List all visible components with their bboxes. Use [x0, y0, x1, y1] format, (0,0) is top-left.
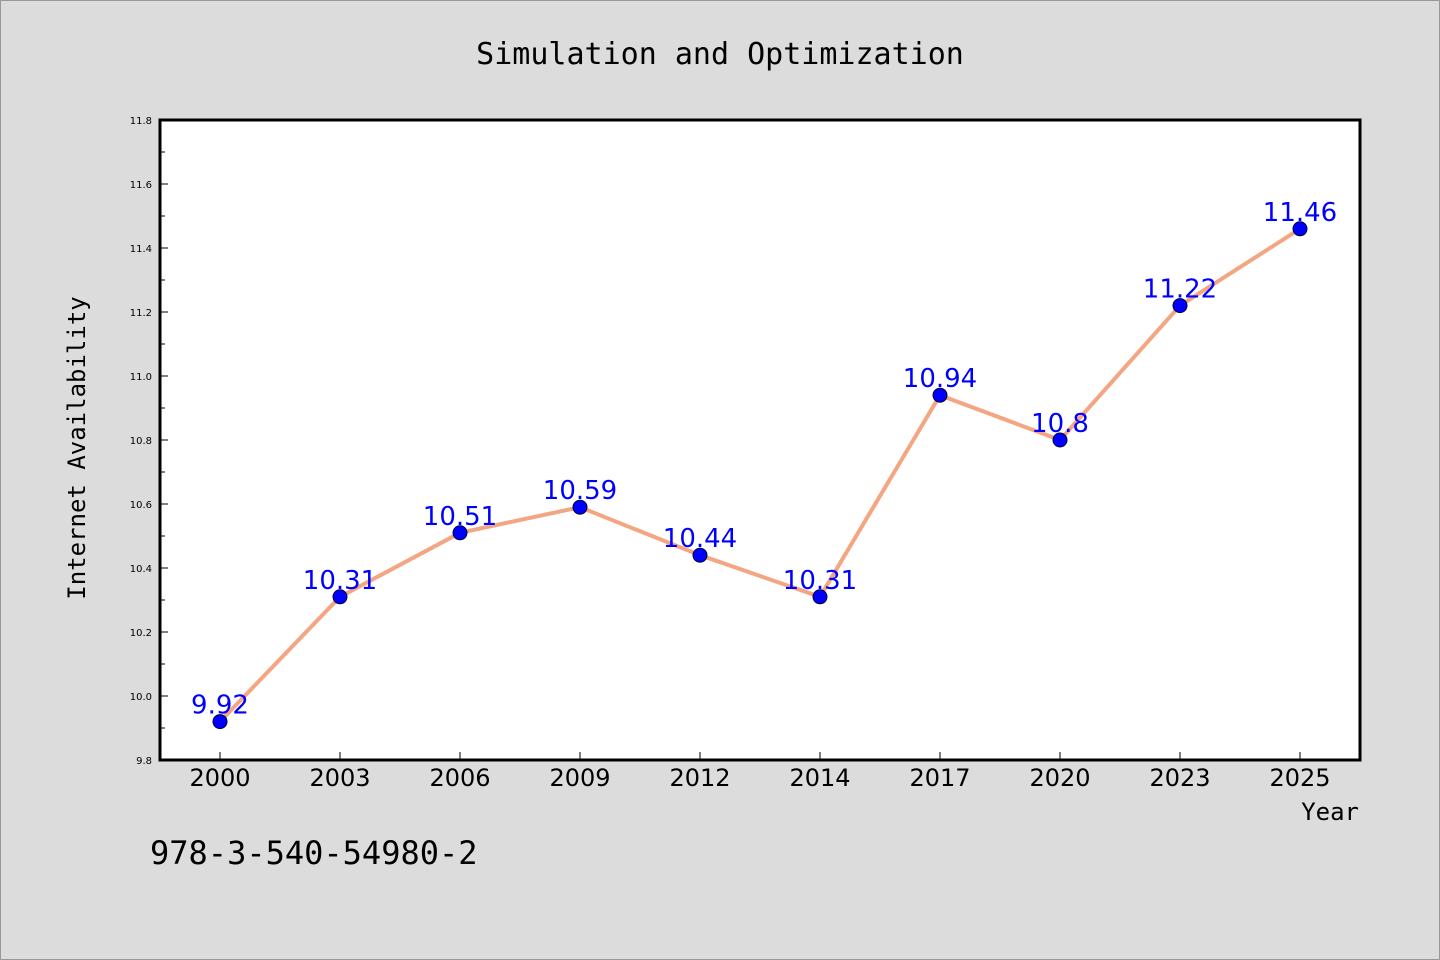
data-label: 10.51 [423, 502, 497, 532]
data-point [212, 714, 228, 730]
data-point [812, 589, 828, 605]
chart-title: Simulation and Optimization [476, 37, 964, 72]
data-point [332, 589, 348, 605]
series-layer: 9.92 10.31 10.51 10.59 10.44 10.31 10.94 10.8 11… [191, 198, 1337, 730]
data-label: 10.44 [663, 524, 737, 554]
y-tick-label: 11.2 [130, 308, 152, 319]
data-label: 10.8 [1031, 409, 1089, 439]
data-label: 10.31 [783, 566, 857, 596]
data-label: 10.94 [903, 364, 977, 394]
data-point [1052, 432, 1068, 448]
data-label: 10.59 [543, 476, 617, 506]
y-axis-label: Internet Availability [63, 296, 91, 599]
y-tick-label: 10.2 [130, 628, 152, 639]
x-tick-label: 2003 [309, 764, 370, 792]
x-tick-label: 2017 [909, 764, 970, 792]
y-tick-label: 11.0 [130, 372, 152, 383]
x-tick-label: 2006 [429, 764, 490, 792]
y-tick-label: 10.8 [130, 436, 152, 447]
x-tick-label: 2023 [1149, 764, 1210, 792]
x-axis: 2000 2003 2006 2009 2012 2014 2017 2020 2023 2025 [189, 752, 1331, 792]
y-tick-label: 11.8 [130, 116, 152, 127]
data-label: 9.92 [191, 691, 249, 721]
y-tick-label: 10.0 [130, 692, 152, 703]
x-tick-label: 2025 [1269, 764, 1330, 792]
data-point [692, 547, 708, 563]
x-tick-label: 2020 [1029, 764, 1090, 792]
y-tick-label: 11.4 [130, 244, 152, 255]
data-point [932, 387, 948, 403]
x-tick-label: 2009 [549, 764, 610, 792]
y-tick-label: 9.8 [136, 756, 152, 767]
y-axis: 9.8 10.0 10.2 10.4 10.6 10.8 11.0 11.2 11.4 11.6 1… [130, 116, 168, 767]
isbn-annotation: 978-3-540-54980-2 [150, 834, 478, 872]
y-tick-label: 10.6 [130, 500, 152, 511]
x-tick-label: 2012 [669, 764, 730, 792]
series-line [218, 227, 1302, 723]
data-label: 11.46 [1263, 198, 1337, 228]
data-label: 11.22 [1143, 275, 1217, 305]
data-label: 10.31 [303, 566, 377, 596]
y-tick-label: 11.6 [130, 180, 152, 191]
data-point [1292, 221, 1308, 237]
x-tick-label: 2000 [189, 764, 250, 792]
y-tick-label: 10.4 [130, 564, 152, 575]
data-point [572, 499, 588, 515]
x-tick-label: 2014 [789, 764, 850, 792]
data-point [452, 525, 468, 541]
x-axis-label: Year [1301, 798, 1359, 826]
plot-area [158, 118, 1362, 762]
data-point [1172, 298, 1188, 314]
